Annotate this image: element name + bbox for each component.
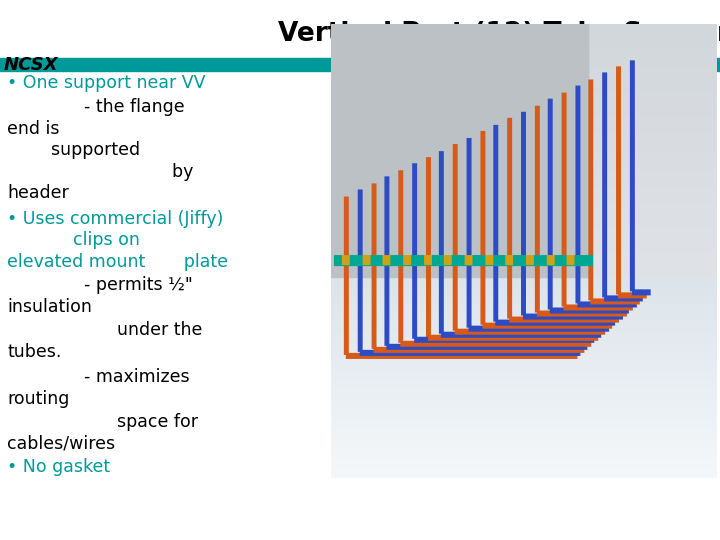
Text: • One support near VV: • One support near VV xyxy=(7,74,206,92)
Text: routing: routing xyxy=(7,390,70,408)
Text: - the flange: - the flange xyxy=(7,98,185,116)
Text: - maximizes: - maximizes xyxy=(7,368,190,386)
Text: • No gasket: • No gasket xyxy=(7,458,110,476)
Text: end is: end is xyxy=(7,120,60,138)
Text: Vertical Port (12) Tube Supports: Vertical Port (12) Tube Supports xyxy=(278,21,720,46)
Text: • Uses commercial (Jiffy): • Uses commercial (Jiffy) xyxy=(7,210,224,228)
Text: header: header xyxy=(7,185,69,202)
Text: insulation: insulation xyxy=(7,298,92,316)
Text: under the: under the xyxy=(7,321,202,339)
Text: tubes.: tubes. xyxy=(7,343,62,361)
Text: elevated mount       plate: elevated mount plate xyxy=(7,253,228,271)
Text: clips on: clips on xyxy=(7,232,140,249)
Text: NCSX: NCSX xyxy=(4,56,58,74)
Text: space for: space for xyxy=(7,413,198,431)
Text: by: by xyxy=(7,163,194,181)
Text: cables/wires: cables/wires xyxy=(7,435,115,453)
Text: - permits ½": - permits ½" xyxy=(7,276,193,294)
Bar xyxy=(0,58,720,71)
Text: supported: supported xyxy=(7,141,140,159)
